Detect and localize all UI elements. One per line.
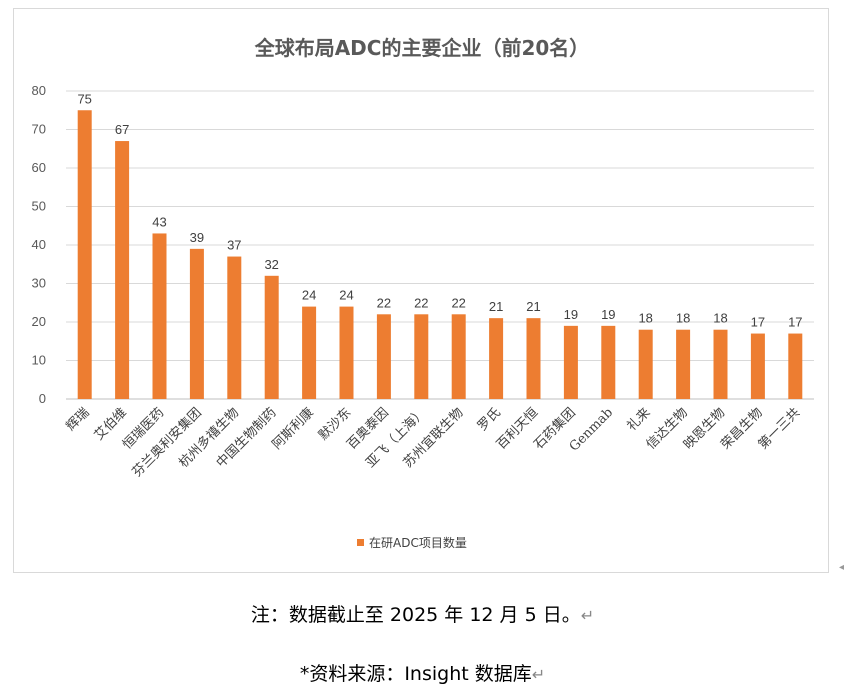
data-label: 24 (302, 288, 316, 303)
data-label: 75 (77, 91, 91, 106)
chart-frame: 全球布局ADC的主要企业（前20名） 0 10 20 30 40 50 60 70 80 75 6… (13, 8, 829, 573)
data-label: 18 (676, 311, 690, 326)
bar-chart: 全球布局ADC的主要企业（前20名） 0 10 20 30 40 50 60 70 80 75 6… (32, 36, 814, 550)
data-label: 32 (264, 257, 278, 272)
legend-label: 在研ADC项目数量 (369, 535, 467, 550)
bar (489, 318, 504, 399)
legend-swatch (357, 539, 364, 546)
source-note-text: *资料来源：Insight 数据库 (299, 663, 532, 685)
data-label: 21 (489, 299, 503, 314)
y-tick-label: 10 (32, 353, 46, 368)
corner-mark: ◂ (839, 562, 845, 573)
data-label: 67 (115, 122, 129, 137)
data-label: 22 (377, 295, 391, 310)
data-label: 39 (190, 230, 204, 245)
chart-title: 全球布局ADC的主要企业（前20名） (254, 36, 590, 60)
bar (414, 314, 429, 399)
data-label: 18 (638, 311, 652, 326)
data-labels: 75 67 43 39 37 32 24 24 22 22 22 21 21 19 19 18 18 18 17 17 (77, 91, 802, 329)
data-label: 43 (152, 214, 166, 229)
gridlines (66, 90, 814, 400)
bar (115, 141, 130, 400)
legend: 在研ADC项目数量 (357, 535, 467, 550)
bar (189, 248, 204, 399)
y-tick-label: 40 (32, 237, 46, 252)
data-label: 17 (788, 315, 802, 330)
bar (451, 314, 466, 399)
bar (750, 333, 765, 399)
bar (638, 329, 653, 399)
data-label: 19 (601, 307, 615, 322)
cutoff-note-text: 注：数据截止至 2025 年 12 月 5 日。 (250, 604, 581, 626)
data-label: 22 (451, 295, 465, 310)
bar (77, 110, 92, 399)
data-label: 18 (713, 311, 727, 326)
category-label: 辉瑞 (64, 405, 93, 434)
bar (302, 306, 317, 399)
bar (788, 333, 803, 399)
y-tick-label: 30 (32, 276, 46, 291)
y-tick-label: 20 (32, 314, 46, 329)
y-axis-ticks: 0 10 20 30 40 50 60 70 80 (32, 83, 46, 406)
bar (563, 325, 578, 399)
category-label: 罗氏 (475, 405, 504, 434)
bar (526, 318, 541, 399)
y-tick-label: 60 (32, 160, 46, 175)
bar (376, 314, 391, 399)
category-label: 阿斯利康 (269, 405, 317, 453)
data-label: 37 (227, 238, 241, 253)
y-tick-label: 70 (32, 122, 46, 137)
bar (676, 329, 691, 399)
y-tick-label: 0 (39, 391, 46, 406)
y-tick-label: 50 (32, 199, 46, 214)
bar (152, 233, 167, 399)
bar (601, 325, 616, 399)
bars (77, 110, 803, 400)
return-mark-icon: ↵ (580, 606, 595, 625)
y-tick-label: 80 (32, 83, 46, 98)
cutoff-note: 注：数据截止至 2025 年 12 月 5 日。↵ (0, 600, 845, 627)
data-label: 19 (564, 307, 578, 322)
bar (339, 306, 354, 399)
return-mark-icon: ↵ (531, 665, 546, 684)
bar (227, 256, 242, 399)
source-note: *资料来源：Insight 数据库↵ (0, 659, 845, 686)
category-label: 第一三共 (756, 405, 803, 452)
data-label: 22 (414, 295, 428, 310)
data-label: 24 (339, 288, 353, 303)
data-label: 17 (751, 315, 765, 330)
data-label: 21 (526, 299, 540, 314)
bar (264, 275, 279, 399)
category-label: 礼来 (624, 405, 654, 435)
bar (713, 329, 728, 399)
